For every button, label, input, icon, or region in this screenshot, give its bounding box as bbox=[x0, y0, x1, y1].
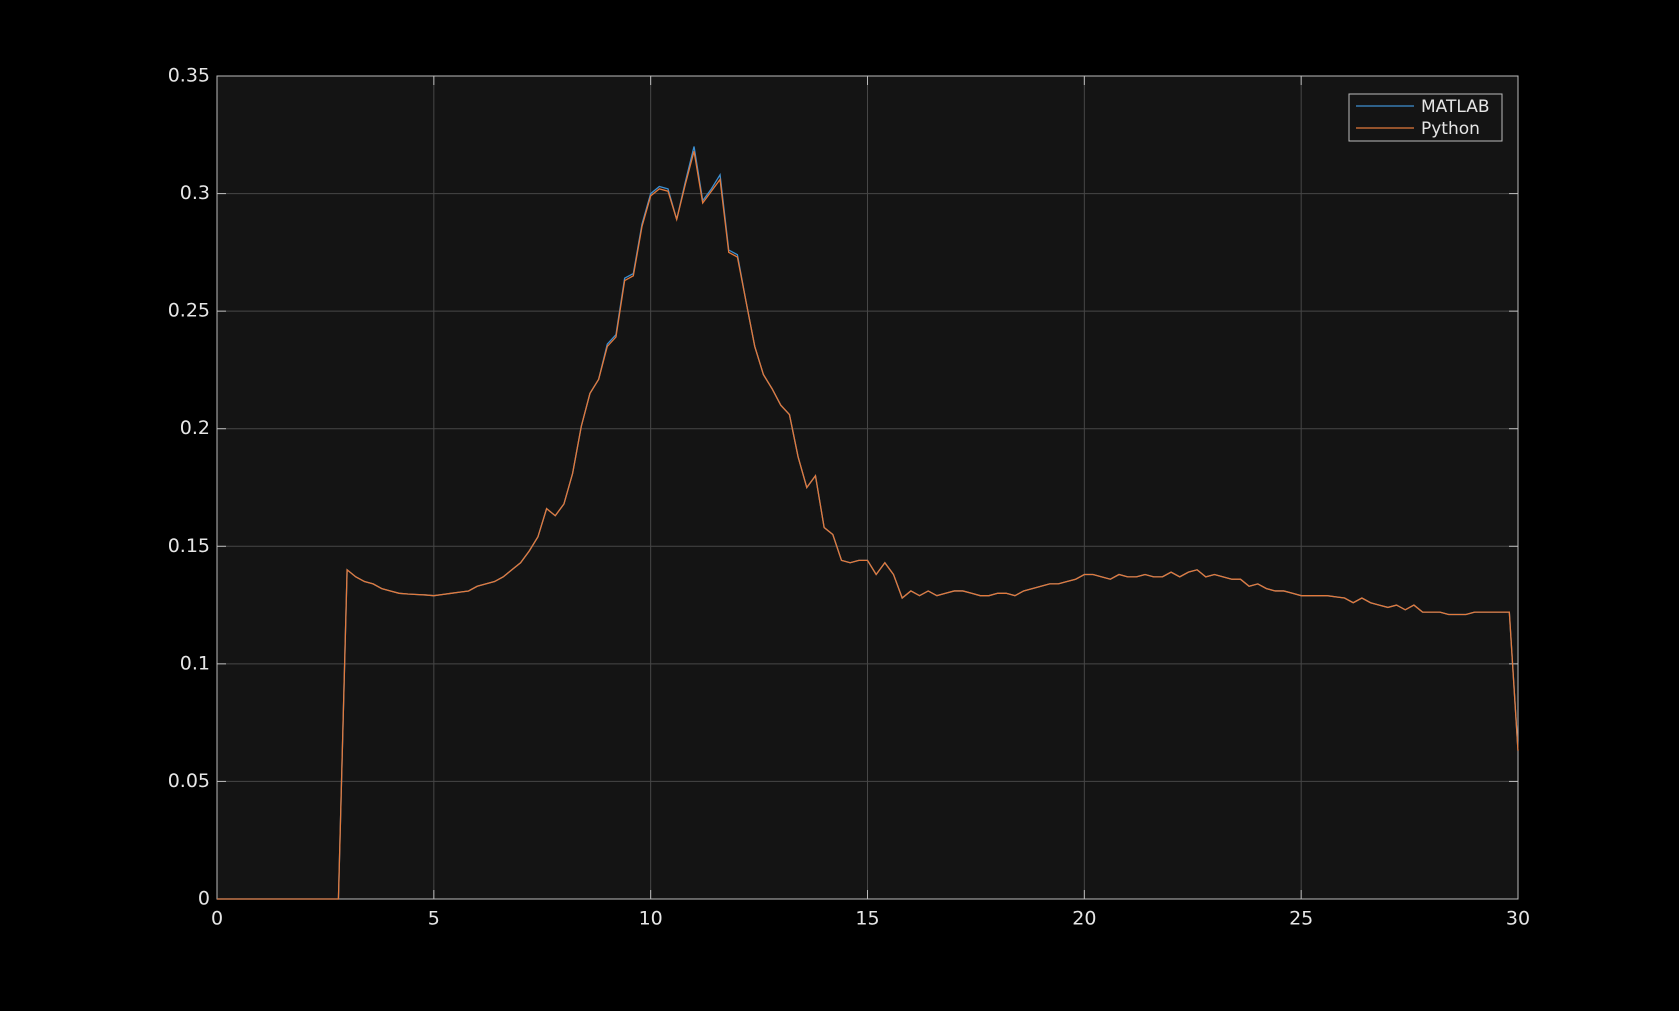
x-tick-label: 5 bbox=[428, 908, 440, 930]
legend-box bbox=[1348, 93, 1503, 142]
x-tick-label: 30 bbox=[1506, 908, 1530, 930]
y-tick-label: 0.2 bbox=[180, 417, 210, 439]
axes-box bbox=[216, 75, 1519, 900]
legend-label: Python bbox=[1421, 119, 1480, 139]
line bbox=[217, 151, 1519, 900]
x-tick-label: 10 bbox=[639, 908, 663, 930]
x-tick-label: 25 bbox=[1289, 908, 1313, 930]
y-tick-label: 0.05 bbox=[168, 770, 210, 792]
x-tick-label: 15 bbox=[855, 908, 879, 930]
x-tick-label: 20 bbox=[1072, 908, 1096, 930]
x-tick-label: 0 bbox=[211, 908, 223, 930]
y-tick-label: 0.15 bbox=[168, 535, 210, 557]
y-tick-label: 0.25 bbox=[168, 300, 210, 322]
y-tick-label: 0 bbox=[198, 888, 210, 910]
legend-label: MATLAB bbox=[1421, 97, 1490, 117]
y-tick-label: 0.35 bbox=[168, 65, 210, 87]
y-tick-label: 0.3 bbox=[180, 182, 210, 204]
y-tick-label: 0.1 bbox=[180, 652, 210, 674]
